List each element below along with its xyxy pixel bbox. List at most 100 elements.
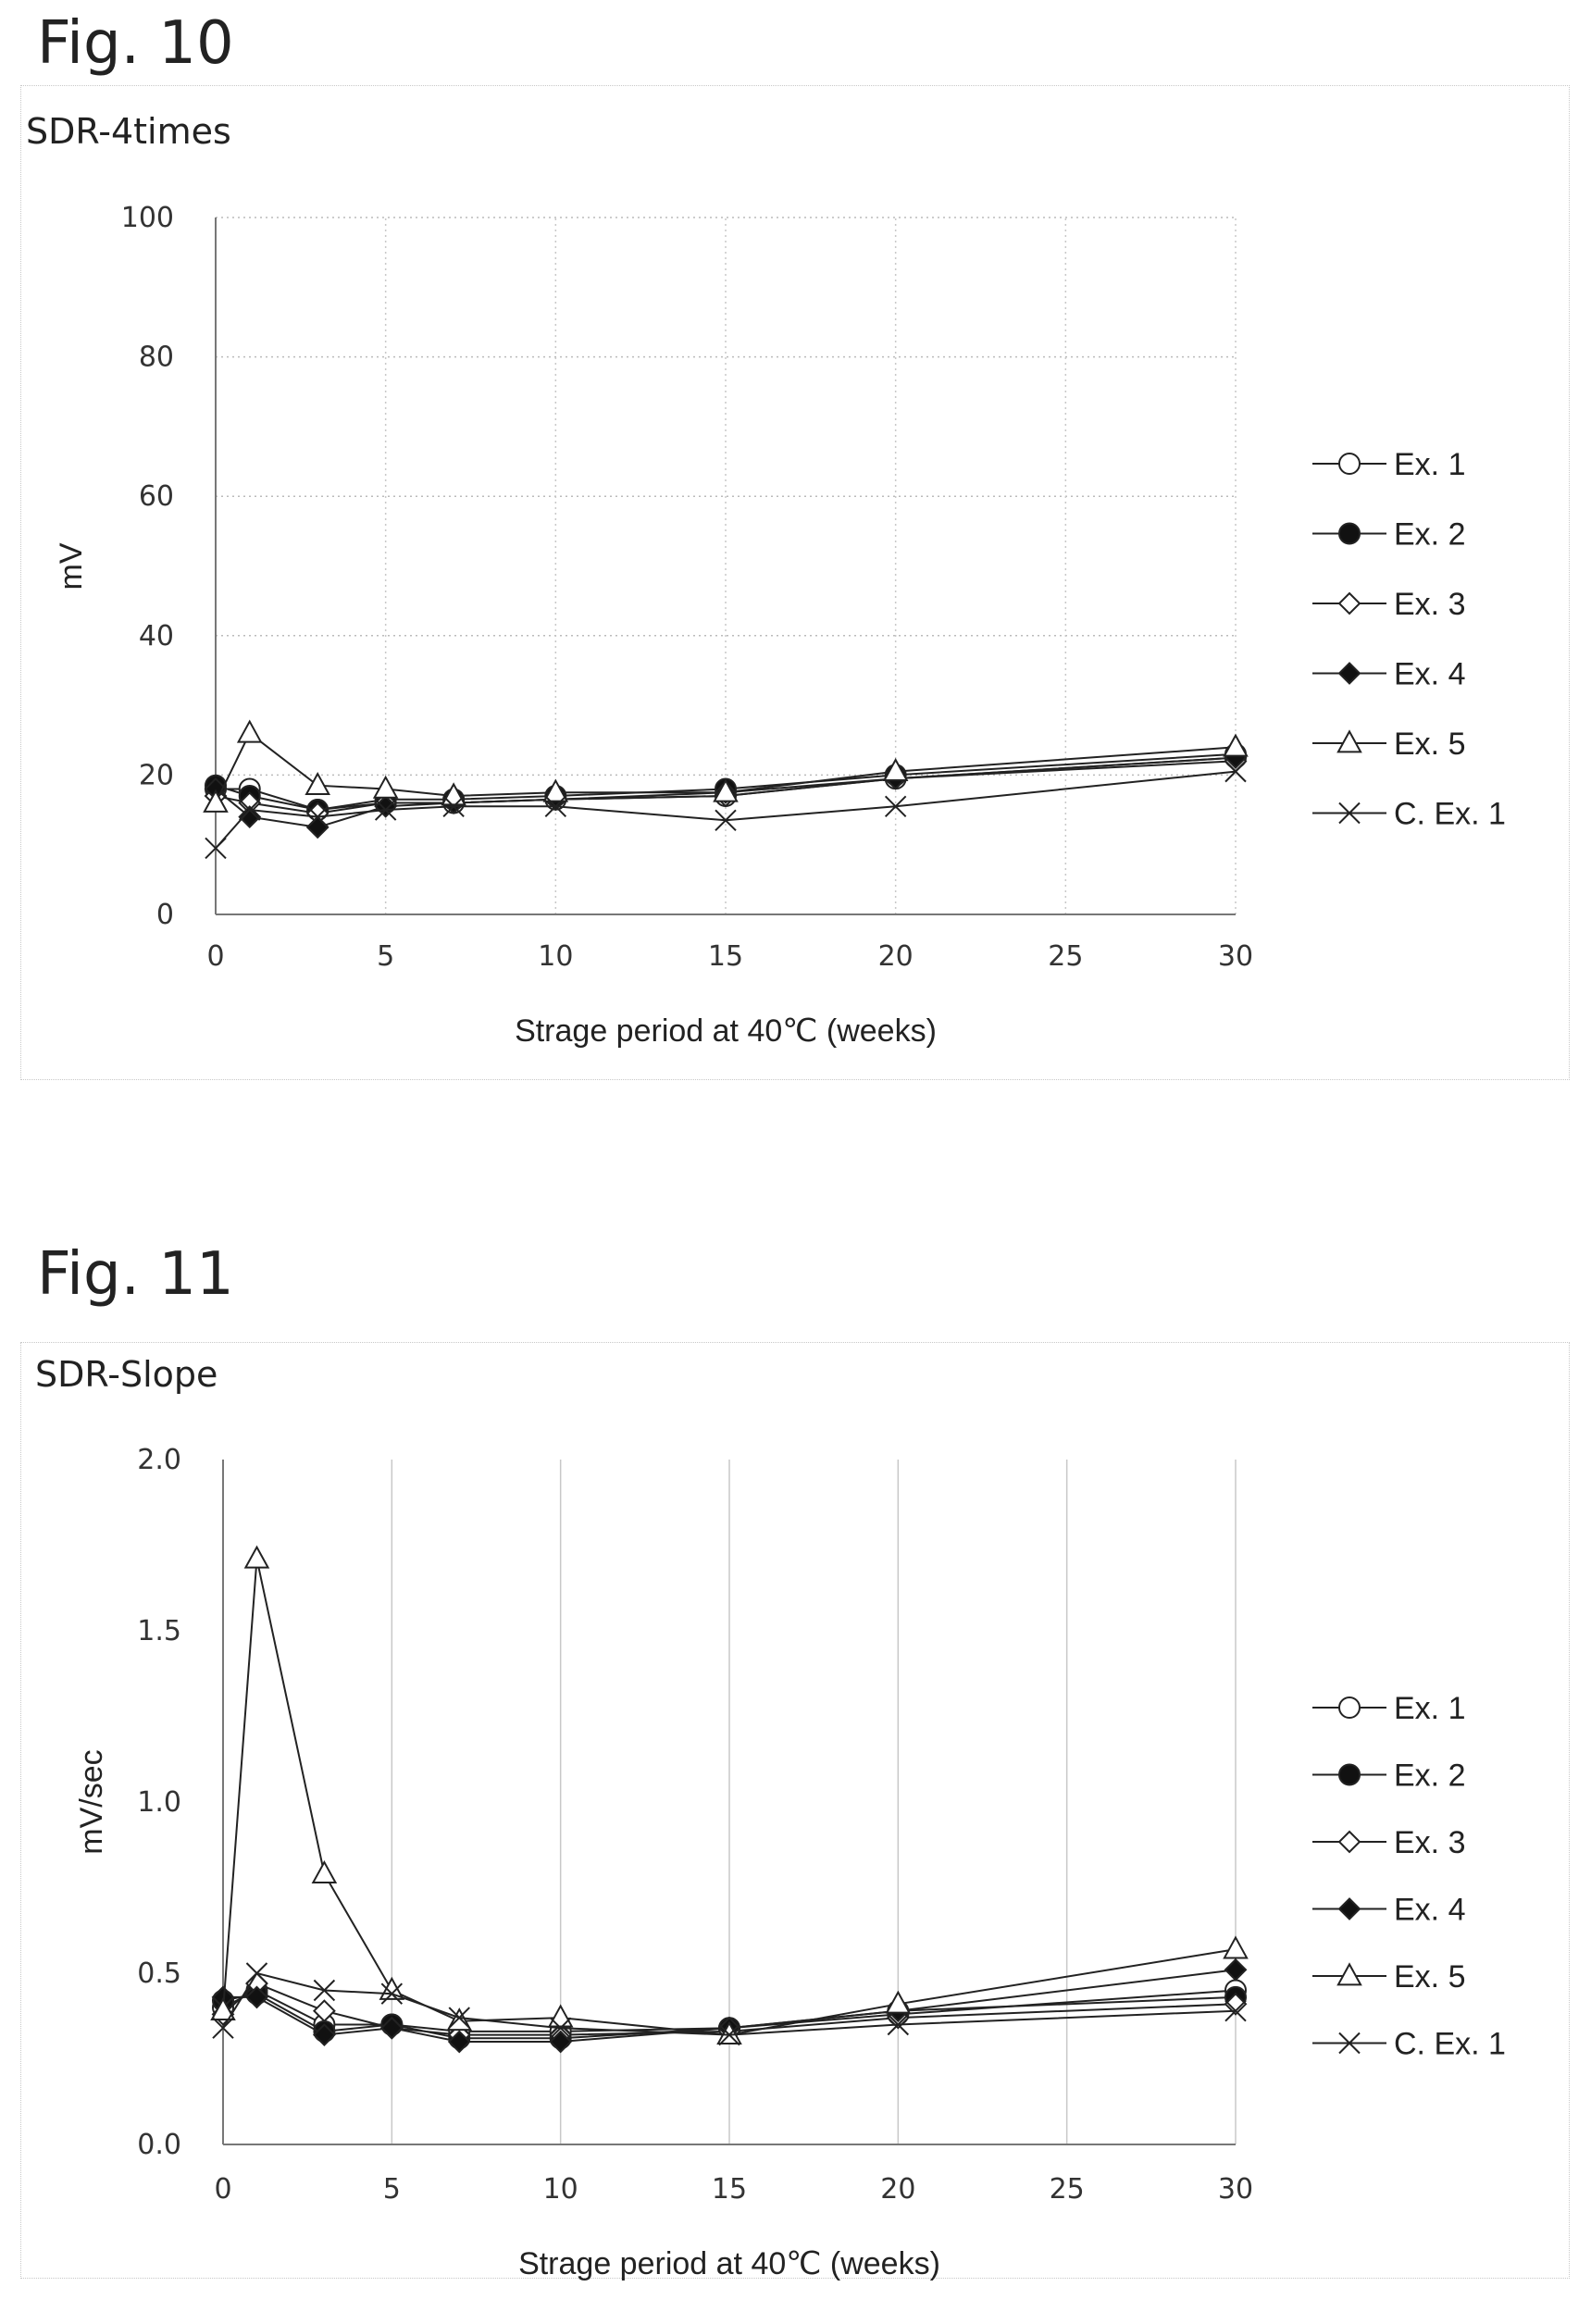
data-point xyxy=(311,1859,338,1884)
legend-item: C. Ex. 1 xyxy=(1312,2027,1506,2062)
legend-label: Ex. 3 xyxy=(1394,587,1465,622)
x-tick-label: 10 xyxy=(538,940,573,973)
data-point xyxy=(887,2013,910,2036)
x-axis-label: Strage period at 40℃ (weeks) xyxy=(515,1013,937,1049)
y-tick-label: 0.0 xyxy=(137,2129,181,2161)
data-point xyxy=(1223,1935,1249,1959)
data-point xyxy=(716,2020,742,2044)
legend-label: Ex. 1 xyxy=(1394,447,1465,482)
y-tick-label: 40 xyxy=(139,620,174,652)
chart-frame xyxy=(20,1342,1570,2279)
line-chart-sdr-slope: 0 5 10 15 20 25 30 0.0 0.5 1.0 1.5 2.0 Strage period… xyxy=(74,1444,1506,2281)
data-point xyxy=(713,778,739,802)
y-tick-label: 2.0 xyxy=(137,1444,181,1476)
x-tick-label: 5 xyxy=(383,2173,401,2206)
legend-label: Ex. 4 xyxy=(1394,657,1465,692)
chart-title: SDR-Slope xyxy=(35,1354,218,1395)
legend-marker xyxy=(1336,729,1362,753)
legend-label: Ex. 3 xyxy=(1394,1825,1465,1860)
legend-marker xyxy=(1336,1962,1362,1986)
x-tick-label: 25 xyxy=(1050,2173,1085,2206)
x-tick-label: 30 xyxy=(1218,940,1253,973)
data-point xyxy=(205,837,227,860)
legend-marker xyxy=(1338,2032,1361,2055)
y-tick-label: 0 xyxy=(156,899,174,931)
data-point xyxy=(239,799,261,821)
legend-item: Ex. 4 xyxy=(1312,657,1465,692)
figure-11-panel: Fig. 11 SDR-Slope 0 5 10 15 20 25 30 0.0 0.5 1.0 1… xyxy=(0,1203,1591,2324)
data-point xyxy=(210,1996,236,2021)
data-point xyxy=(882,757,909,781)
y-tick-label: 100 xyxy=(121,202,174,234)
legend-label: Ex. 2 xyxy=(1394,517,1465,553)
x-tick-label: 20 xyxy=(880,2173,915,2206)
data-point xyxy=(884,795,907,817)
legend-label: Ex. 4 xyxy=(1394,1893,1465,1928)
legend-marker xyxy=(1338,1763,1361,1786)
legend-label: C. Ex. 1 xyxy=(1394,797,1506,832)
x-tick-label: 30 xyxy=(1218,2173,1253,2206)
legend-item: Ex. 5 xyxy=(1312,727,1465,762)
figure-label: Fig. 10 xyxy=(37,9,234,78)
data-point xyxy=(380,1982,404,2005)
chart-title: SDR-4times xyxy=(26,111,231,152)
data-point xyxy=(245,1962,268,1984)
data-point xyxy=(1223,733,1249,757)
data-point xyxy=(718,2023,740,2046)
data-point xyxy=(374,799,397,821)
x-tick-label: 0 xyxy=(206,940,224,973)
data-point xyxy=(245,1985,268,2009)
data-point xyxy=(549,2030,573,2054)
x-tick-label: 25 xyxy=(1048,940,1083,973)
legend-item: Ex. 2 xyxy=(1312,1759,1465,1794)
legend-label: C. Ex. 1 xyxy=(1394,2027,1506,2062)
figure-10-panel: Fig. 10 SDR-4times 0 5 10 15 20 25 30 0 20 40 60 80… xyxy=(0,0,1591,1111)
legend-item: Ex. 2 xyxy=(1312,517,1465,553)
x-tick-label: 15 xyxy=(712,2173,747,2206)
data-point xyxy=(1224,1957,1248,1982)
y-tick-label: 1.0 xyxy=(137,1786,181,1819)
legend-label: Ex. 1 xyxy=(1394,1691,1465,1726)
legend-marker xyxy=(1337,662,1361,685)
data-point xyxy=(1224,1992,1248,2016)
data-point xyxy=(446,2007,473,2032)
data-point xyxy=(306,805,329,828)
y-tick-label: 80 xyxy=(139,342,174,374)
data-point xyxy=(542,778,569,802)
x-tick-label: 0 xyxy=(214,2173,231,2206)
line-chart-sdr-4times: 0 5 10 15 20 25 30 0 20 40 60 80 100 Strage period at… xyxy=(54,202,1506,1049)
data-point xyxy=(544,795,567,817)
legend-marker xyxy=(1337,1897,1361,1920)
grid xyxy=(216,217,1237,914)
y-axis-label: mV xyxy=(54,542,89,590)
legend-marker xyxy=(1338,1696,1361,1719)
y-tick-label: 60 xyxy=(139,480,174,513)
y-tick-label: 20 xyxy=(139,759,174,791)
data-point xyxy=(372,775,399,799)
figure-label: Fig. 11 xyxy=(37,1240,234,1309)
series-6 xyxy=(205,760,1247,860)
data-point xyxy=(305,815,329,839)
data-point xyxy=(305,771,330,796)
data-point xyxy=(312,1999,336,2023)
y-axis-label: mV/sec xyxy=(74,1749,109,1854)
legend-item: Ex. 1 xyxy=(1312,1691,1465,1726)
legend-marker xyxy=(1337,1830,1361,1854)
legend-label: Ex. 5 xyxy=(1394,727,1465,762)
data-point xyxy=(243,1545,270,1569)
legend-item: Ex. 5 xyxy=(1312,1959,1465,1995)
data-point xyxy=(1224,760,1247,783)
data-point xyxy=(442,795,465,817)
legend-marker xyxy=(1338,453,1361,475)
x-axis-label: Strage period at 40℃ (weeks) xyxy=(518,2246,940,2281)
x-tick-label: 20 xyxy=(878,940,914,973)
data-point xyxy=(313,1979,336,2002)
data-point xyxy=(885,1990,912,2014)
x-tick-label: 15 xyxy=(708,940,743,973)
y-tick-label: 0.5 xyxy=(137,1957,181,1990)
legend-item: C. Ex. 1 xyxy=(1312,797,1506,832)
data-point xyxy=(212,2017,234,2039)
chart-frame xyxy=(20,85,1570,1080)
legend-item: Ex. 1 xyxy=(1312,447,1465,482)
legend-label: Ex. 2 xyxy=(1394,1759,1465,1794)
